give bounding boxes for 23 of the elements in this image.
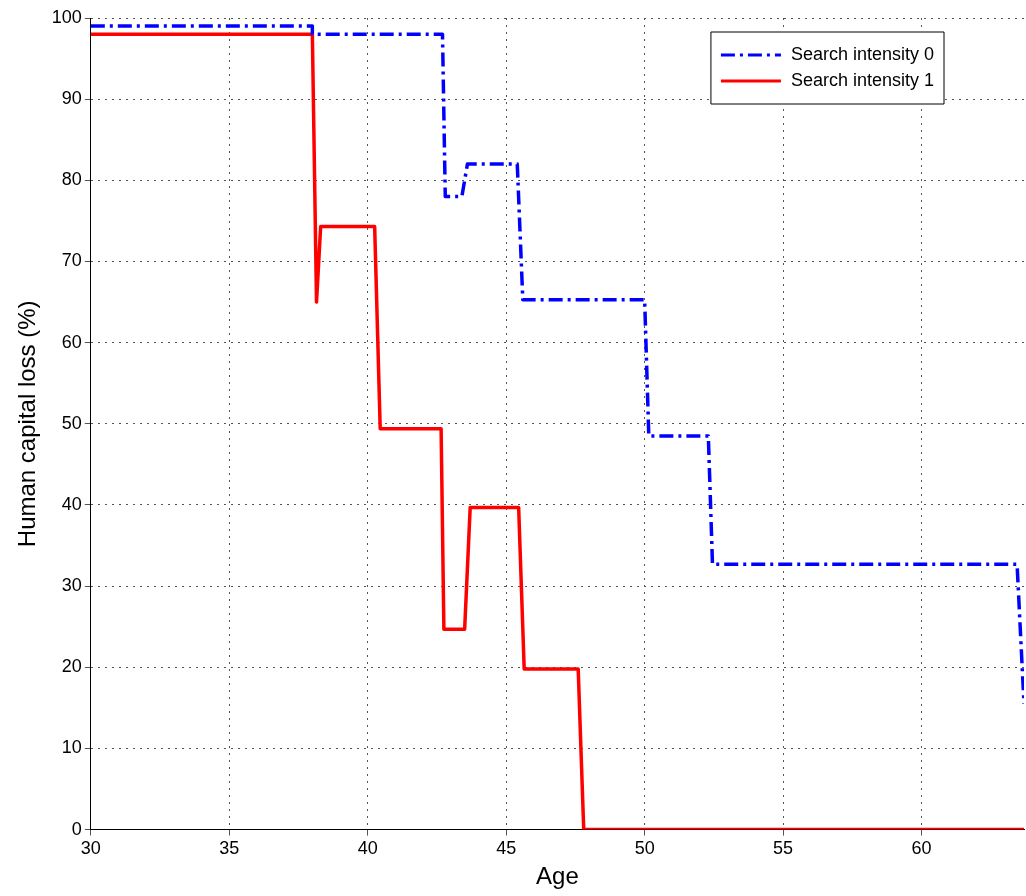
line-series — [90, 24, 1024, 706]
y-tick-label: 90 — [61, 88, 82, 109]
y-tick-label: 70 — [61, 250, 82, 271]
y-tick-label: 80 — [61, 169, 82, 190]
x-axis-title: Age — [536, 862, 579, 890]
x-tick-label: 45 — [496, 838, 517, 859]
y-tick-label: 20 — [61, 656, 82, 677]
x-tick-label: 60 — [911, 838, 932, 859]
x-tick-label: 30 — [80, 838, 101, 859]
legend-label: Search intensity 1 — [790, 69, 934, 90]
y-tick-label: 10 — [61, 737, 82, 758]
y-axis-title: Human capital loss (%) — [13, 300, 41, 548]
y-tick-label: 30 — [61, 575, 82, 596]
y-tick-label: 40 — [61, 493, 82, 514]
legend-label: Search intensity 0 — [790, 43, 934, 64]
y-tick-label: 50 — [61, 412, 82, 433]
y-tick-label: 60 — [61, 331, 82, 352]
x-tick-label: 35 — [219, 838, 240, 859]
x-tick-label: 40 — [357, 838, 378, 859]
y-tick-label: 100 — [51, 6, 82, 27]
x-tick-label: 50 — [634, 838, 655, 859]
y-tick-label: 0 — [71, 818, 82, 839]
x-tick-label: 55 — [773, 838, 794, 859]
